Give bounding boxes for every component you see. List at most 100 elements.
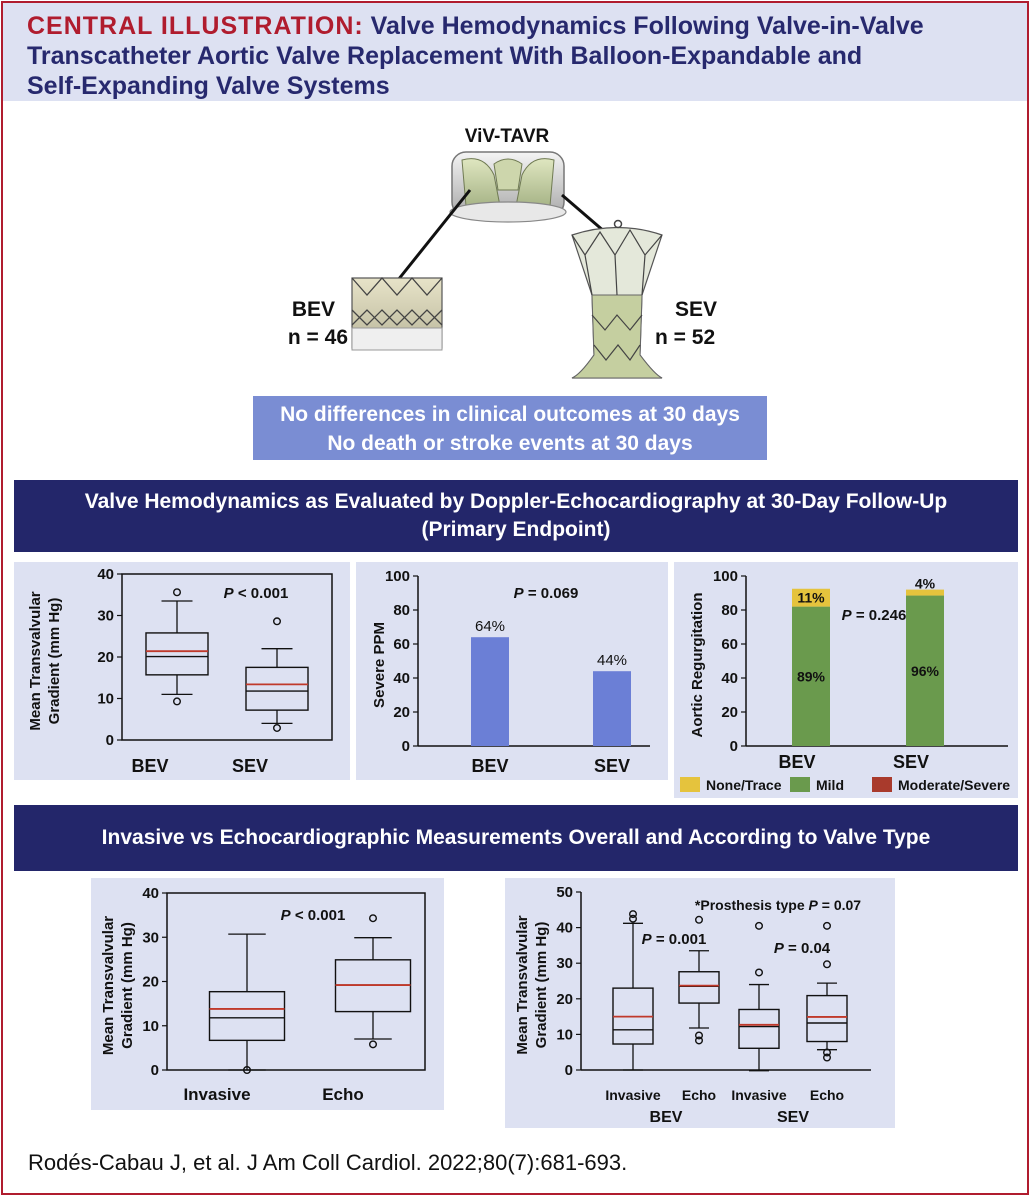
box-iqr: [806, 994, 848, 1043]
outcomes-line-2: No death or stroke events at 30 days: [327, 432, 693, 455]
box-iqr: [738, 1008, 780, 1049]
y-tick-label: 10: [142, 1018, 159, 1035]
connector-bev: [396, 189, 472, 281]
legend-swatch: [872, 777, 892, 792]
y-axis-label: Gradient (mm Hg): [46, 598, 63, 725]
x-category-label: Invasive: [183, 1085, 250, 1104]
outlier-point: [823, 921, 832, 930]
sev-n-label: n = 52: [655, 326, 715, 349]
y-tick-label: 30: [97, 608, 114, 625]
outlier-point: [694, 915, 703, 924]
title-line-1: Valve Hemodynamics Following Valve-in-Va…: [363, 12, 924, 40]
bar: [471, 637, 509, 746]
y-tick-label: 20: [556, 991, 573, 1008]
bar-segment-none-trace: [906, 589, 944, 596]
p-value-bev: P = 0.001: [642, 931, 707, 948]
y-tick-label: 0: [402, 738, 410, 755]
outlier-point: [823, 1048, 832, 1057]
y-tick-label: 100: [713, 568, 738, 585]
p-value-label: P = 0.069: [514, 585, 579, 602]
outlier-point: [273, 617, 282, 626]
chart-by-valve-type: 0 10 20 30 40 50 Mean Transvalvular Gradient (m…: [514, 884, 871, 1126]
y-tick-label: 30: [556, 955, 573, 972]
x-category-label: Invasive: [605, 1087, 660, 1103]
y-tick-label: 20: [97, 649, 114, 666]
y-tick-label: 60: [721, 636, 738, 653]
panel-aortic-regurgitation: [674, 562, 1018, 798]
bar-value-label-mild: 96%: [911, 663, 940, 679]
outlier-point: [369, 1040, 378, 1049]
outcomes-line-1: No differences in clinical outcomes at 3…: [280, 403, 740, 426]
surgical-valve-icon: [449, 151, 567, 223]
chart-invasive-echo: 0 10 20 30 40 Mean Transvalvular Gradient (mm …: [100, 885, 426, 1104]
outlier-point: [754, 921, 763, 930]
citation: Rodés-Cabau J, et al. J Am Coll Cardiol.…: [28, 1150, 628, 1175]
legend-label: Mild: [816, 777, 844, 793]
outlier-point: [628, 910, 637, 919]
chart-gradient-box: 0 10 20 30 40 Mean Transvalvular Gradient (mm …: [27, 566, 333, 776]
section-bar-invasive: Invasive vs Echocardiographic Measuremen…: [14, 805, 1018, 871]
bar-segment-mild: [792, 606, 830, 746]
y-tick-label: 40: [556, 920, 573, 937]
p-value-label: P < 0.001: [281, 907, 346, 924]
section-doppler-line-1: Valve Hemodynamics as Evaluated by Doppl…: [84, 490, 948, 513]
outlier-point: [823, 960, 832, 969]
prosthesis-type-annotation: *Prosthesis type P = 0.07: [695, 897, 861, 913]
bar-value-label-none-trace: 4%: [915, 576, 936, 592]
box-iqr: [208, 990, 286, 1042]
y-tick-label: 20: [721, 704, 738, 721]
chart-aortic-regurgitation: 0 20 40 60 80 100 Aortic Regurgitation 89% 11% BE…: [680, 568, 1010, 793]
title-lead: CENTRAL ILLUSTRATION:: [27, 12, 364, 40]
panel-gradient-box: [14, 562, 350, 780]
outlier-point: [694, 1031, 703, 1040]
bar-value-label-none-trace: 11%: [797, 590, 825, 606]
x-category-label: BEV: [131, 756, 168, 776]
title-line-3: Self-Expanding Valve Systems: [27, 72, 390, 100]
y-tick-label: 40: [142, 885, 159, 902]
p-value-label: P = 0.246: [842, 607, 907, 624]
y-axis-label: Mean Transvalvular: [514, 915, 531, 1054]
section-bar-doppler: Valve Hemodynamics as Evaluated by Doppl…: [14, 480, 1018, 552]
y-tick-label: 30: [142, 929, 159, 946]
y-tick-label: 80: [721, 602, 738, 619]
bar-value-label-mild: 89%: [797, 668, 826, 684]
y-axis-label: Mean Transvalvular: [100, 916, 117, 1055]
x-category-label: SEV: [893, 752, 929, 772]
group-label: SEV: [777, 1109, 809, 1126]
x-category-label: Echo: [810, 1087, 844, 1103]
y-tick-label: 10: [97, 691, 114, 708]
y-tick-label: 40: [97, 566, 114, 583]
box-iqr: [245, 666, 309, 711]
x-category-label: Invasive: [731, 1087, 786, 1103]
box-iqr: [145, 632, 209, 676]
outcomes-box: No differences in clinical outcomes at 3…: [253, 396, 767, 460]
sev-valve-icon: [571, 219, 663, 379]
x-category-label: BEV: [778, 752, 815, 772]
outlier-point: [754, 968, 763, 977]
sev-label: SEV: [675, 298, 717, 321]
panel-invasive-echo: [91, 878, 444, 1110]
bev-valve-icon: [351, 277, 443, 351]
bar-value-label: 44%: [597, 652, 627, 669]
y-tick-label: 20: [142, 974, 159, 991]
chart-severe-ppm: 0 20 40 60 80 100 Severe PPM P = 0.069 64% 44% BEV…: [371, 568, 650, 776]
legend-swatch: [680, 777, 700, 792]
y-tick-label: 80: [393, 602, 410, 619]
valve-illustration: ViV-TAVR BEV n = 46 SEV n = 52: [288, 126, 717, 379]
section-invasive-title: Invasive vs Echocardiographic Measuremen…: [101, 826, 931, 849]
bev-n-label: n = 46: [288, 326, 348, 349]
legend-label: None/Trace: [706, 777, 782, 793]
y-axis-label: Gradient (mm Hg): [533, 922, 550, 1049]
y-axis-label: Aortic Regurgitation: [689, 593, 706, 738]
title-line-2: Transcatheter Aortic Valve Replacement W…: [27, 42, 863, 70]
y-axis-label: Mean Transvalvular: [27, 591, 44, 730]
p-value-label: P < 0.001: [224, 585, 289, 602]
p-value-sev: P = 0.04: [774, 940, 831, 957]
bar-value-label: 64%: [475, 618, 505, 635]
y-tick-label: 10: [556, 1026, 573, 1043]
page-title: CENTRAL ILLUSTRATION: Valve Hemodynamics…: [27, 11, 1012, 101]
bar-segment-mild: [906, 595, 944, 746]
group-label: BEV: [650, 1109, 683, 1126]
bev-label: BEV: [292, 298, 335, 321]
outlier-point: [172, 588, 181, 597]
